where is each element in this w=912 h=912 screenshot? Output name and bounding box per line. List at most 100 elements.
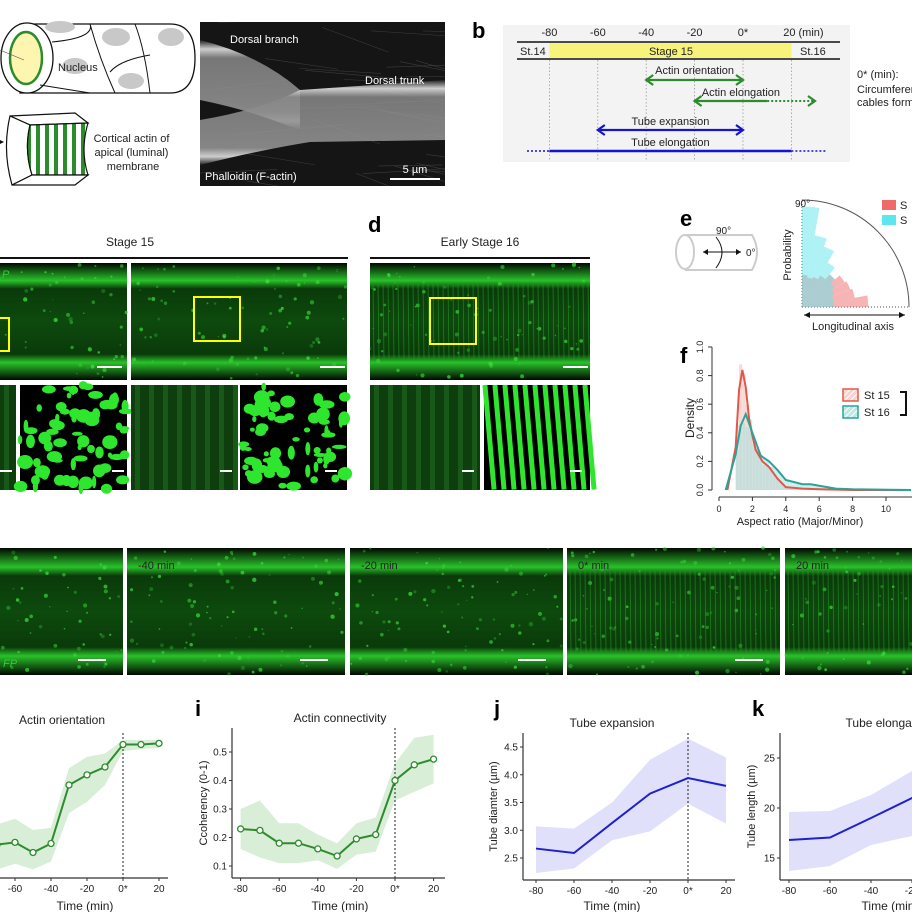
actin-puncta bbox=[424, 333, 428, 336]
dorsal-branch-label: Dorsal branch bbox=[230, 34, 298, 46]
blurred-cable bbox=[374, 385, 379, 490]
actin-puncta bbox=[45, 571, 49, 575]
binarized-blob bbox=[73, 455, 88, 462]
actin-puncta bbox=[305, 665, 308, 667]
actin-puncta bbox=[571, 619, 574, 622]
binarized-blob bbox=[55, 401, 67, 412]
blurred-cable bbox=[458, 385, 463, 490]
actin-puncta bbox=[85, 611, 89, 614]
actin-puncta bbox=[373, 288, 376, 291]
actin-puncta bbox=[49, 606, 51, 608]
actin-puncta bbox=[228, 358, 234, 363]
actin-cable bbox=[769, 570, 772, 653]
actin-cable bbox=[594, 570, 597, 653]
x-tick-label: -20 bbox=[80, 884, 95, 895]
actin-puncta bbox=[189, 642, 193, 647]
data-point bbox=[410, 761, 418, 769]
actin-puncta bbox=[398, 275, 402, 278]
panel-label-f: f bbox=[680, 343, 688, 368]
actin-fiber bbox=[200, 169, 278, 174]
binarized-stripe bbox=[542, 384, 557, 490]
data-point bbox=[155, 739, 163, 748]
actin-puncta bbox=[497, 281, 502, 286]
actin-cable bbox=[542, 284, 545, 359]
actin-puncta bbox=[240, 570, 245, 575]
actin-puncta bbox=[556, 605, 559, 608]
actin-puncta bbox=[24, 340, 27, 343]
actin-puncta bbox=[51, 299, 54, 301]
actin-cable bbox=[417, 284, 420, 359]
actin-puncta bbox=[664, 648, 669, 652]
actin-puncta bbox=[559, 617, 563, 621]
actin-puncta bbox=[258, 667, 263, 672]
actin-puncta bbox=[265, 279, 270, 284]
actin-puncta bbox=[273, 600, 277, 605]
actin-puncta bbox=[253, 280, 256, 283]
actin-cable bbox=[797, 570, 800, 653]
actin-puncta bbox=[817, 666, 822, 671]
binarized-blob bbox=[76, 409, 91, 423]
actin-puncta bbox=[29, 614, 33, 619]
x-tick-label: -20 bbox=[643, 886, 658, 897]
actin-cable bbox=[552, 284, 555, 359]
actin-puncta bbox=[288, 321, 292, 325]
actin-cable bbox=[497, 284, 500, 359]
actin-cable bbox=[412, 284, 415, 359]
actin-puncta bbox=[317, 357, 319, 360]
arrow-head-right bbox=[807, 95, 817, 107]
x-tick-label: 0* bbox=[118, 884, 128, 895]
actin-puncta bbox=[51, 272, 54, 275]
polar-bar bbox=[802, 274, 835, 307]
actin-puncta bbox=[518, 631, 522, 635]
x-tick-label: -40 bbox=[864, 886, 879, 897]
polar-bar bbox=[802, 246, 835, 307]
actin-puncta bbox=[799, 613, 805, 618]
actin-puncta bbox=[158, 628, 161, 630]
actin-puncta bbox=[201, 335, 206, 340]
actin-puncta bbox=[832, 548, 837, 552]
actin-fiber bbox=[355, 172, 390, 186]
actin-puncta bbox=[17, 650, 20, 654]
actin-puncta bbox=[302, 556, 304, 559]
actin-puncta bbox=[272, 274, 275, 276]
actin-puncta bbox=[355, 603, 360, 608]
actin-puncta bbox=[510, 564, 512, 567]
actin-puncta bbox=[29, 632, 32, 634]
actin-puncta bbox=[149, 566, 152, 569]
actin-puncta bbox=[191, 632, 196, 637]
actin-puncta bbox=[133, 556, 138, 560]
actin-cable bbox=[654, 570, 657, 653]
actin-puncta bbox=[110, 275, 113, 278]
actin-puncta bbox=[906, 667, 909, 670]
actin-puncta bbox=[99, 633, 103, 636]
stage15-header: Stage 15 bbox=[106, 235, 154, 249]
actin-puncta bbox=[301, 607, 303, 610]
binarized-blob bbox=[242, 464, 249, 471]
actin-puncta bbox=[240, 665, 246, 671]
blurred-cable bbox=[205, 385, 210, 490]
binarized-stripe bbox=[572, 384, 587, 490]
actin-puncta bbox=[488, 308, 492, 312]
panel-label-j: j bbox=[493, 696, 500, 721]
x-tick-label: -80 bbox=[233, 884, 248, 895]
actin-puncta bbox=[68, 317, 73, 322]
legend-label: S bbox=[900, 200, 907, 212]
actin-puncta bbox=[96, 372, 100, 376]
actin-puncta bbox=[142, 267, 144, 269]
actin-puncta bbox=[543, 574, 546, 577]
actin-puncta bbox=[314, 564, 318, 568]
actin-cable bbox=[532, 284, 535, 359]
actin-puncta bbox=[475, 627, 479, 631]
actin-puncta bbox=[902, 670, 906, 675]
actin-puncta bbox=[426, 604, 429, 607]
actin-puncta bbox=[526, 593, 528, 596]
blurred-cable bbox=[135, 385, 140, 490]
actin-cable bbox=[482, 284, 485, 359]
actin-puncta bbox=[871, 556, 875, 560]
actin-puncta bbox=[765, 589, 768, 592]
actin-puncta bbox=[209, 617, 212, 620]
actin-puncta bbox=[217, 335, 220, 338]
actin-puncta bbox=[309, 343, 314, 348]
actin-cable bbox=[492, 284, 495, 359]
tube-orientation-icon: 90° 0° bbox=[675, 226, 758, 271]
